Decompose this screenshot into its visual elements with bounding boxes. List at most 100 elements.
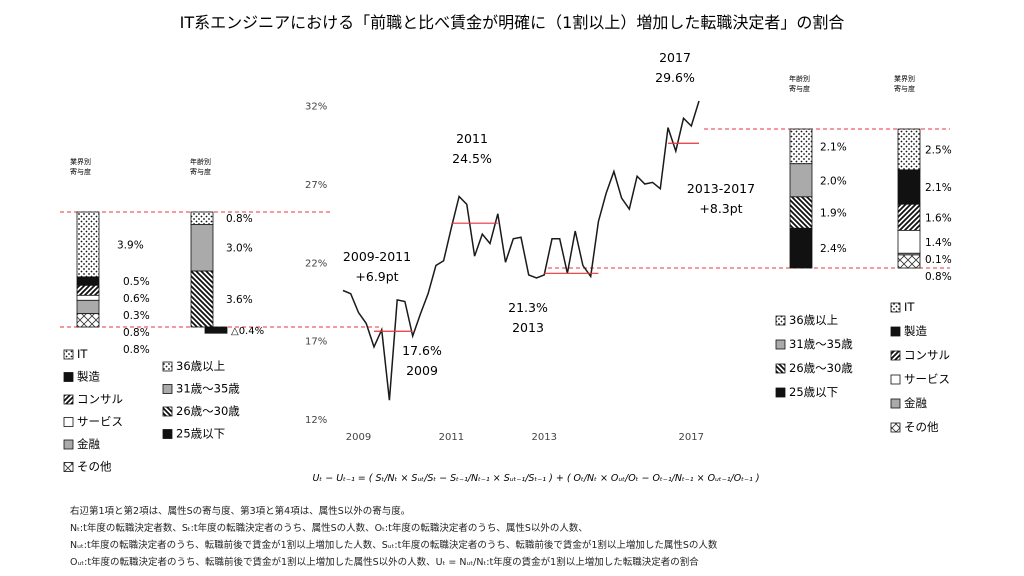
formula-box bbox=[352, 456, 720, 498]
legend-swatch bbox=[63, 394, 74, 405]
decomposition-segment bbox=[897, 169, 921, 205]
legend-label: 製造 bbox=[904, 324, 927, 338]
legend-label: 31歳～35歳 bbox=[176, 382, 240, 396]
legend-swatch bbox=[890, 302, 901, 313]
legend-swatch bbox=[890, 422, 901, 433]
annotation-a2011: 2011 bbox=[456, 131, 488, 146]
legend-swatch bbox=[63, 349, 74, 360]
legend-swatch bbox=[162, 361, 173, 372]
annotation-d1317: +8.3pt bbox=[699, 201, 742, 216]
decomposition-label: 0.8% bbox=[925, 271, 952, 283]
legend-swatch bbox=[63, 462, 74, 472]
legend-label: 25歳以下 bbox=[789, 385, 838, 399]
legend-label: 36歳以上 bbox=[176, 359, 225, 373]
y-tick-label: 17% bbox=[305, 337, 327, 348]
decomposition-label: 3.6% bbox=[226, 294, 253, 306]
legend-swatch bbox=[63, 439, 74, 450]
decomposition-segment bbox=[789, 227, 813, 269]
legend-label: 26歳～30歳 bbox=[789, 361, 853, 375]
x-tick-label: 2009 bbox=[346, 432, 371, 443]
decomposition-segment bbox=[789, 128, 813, 165]
decomposition-label: 2.1% bbox=[925, 182, 952, 194]
annotation-a2009: 17.6% bbox=[402, 343, 442, 358]
legend-label: コンサル bbox=[904, 348, 950, 362]
legend-swatch bbox=[63, 417, 74, 427]
decomposition-heading: 寄与度 bbox=[789, 84, 810, 93]
y-tick-label: 22% bbox=[305, 258, 327, 269]
legend-label: 26歳～30歳 bbox=[176, 404, 240, 418]
decomposition-segment bbox=[76, 294, 100, 301]
note-1: 右辺第1項と第2項は、属性Sの寄与度、第3項と第4項は、属性S以外の寄与度。 bbox=[70, 506, 411, 517]
decomposition-label: 0.5% bbox=[123, 276, 150, 288]
decomposition-heading: 業界別 bbox=[70, 157, 91, 166]
legend-label: 金融 bbox=[77, 437, 100, 451]
x-tick-label: 2011 bbox=[439, 432, 464, 443]
decomposition-label: 0.8% bbox=[123, 327, 150, 339]
decomposition-segment bbox=[897, 254, 921, 269]
y-tick-label: 32% bbox=[305, 102, 327, 113]
decomposition-label: 2.1% bbox=[820, 141, 847, 153]
legend-swatch bbox=[890, 326, 901, 337]
legend-label: 金融 bbox=[904, 396, 927, 410]
decomposition-segment bbox=[789, 196, 813, 229]
decomposition-segment bbox=[897, 203, 921, 231]
x-tick-label: 2013 bbox=[531, 432, 556, 443]
decomposition-heading: 寄与度 bbox=[70, 167, 91, 176]
legend-swatch bbox=[162, 406, 173, 417]
legend-swatch bbox=[162, 384, 173, 394]
decomposition-label: 2.4% bbox=[820, 243, 847, 255]
legend-swatch bbox=[775, 315, 786, 326]
decomposition-segment bbox=[76, 211, 100, 278]
chart-title: IT系エンジニアにおける「前職と比べ賃金が明確に（1割以上）増加した転職決定者」… bbox=[180, 13, 845, 32]
annotation-d0911: +6.9pt bbox=[355, 269, 398, 284]
y-tick-label: 27% bbox=[305, 180, 327, 191]
decomposition-segment bbox=[897, 229, 921, 254]
decomposition-label: 2.5% bbox=[925, 144, 952, 156]
decomposition-segment bbox=[190, 211, 214, 225]
legend-swatch bbox=[890, 398, 901, 409]
legend-label: 36歳以上 bbox=[789, 313, 838, 327]
decomposition-heading: 寄与度 bbox=[190, 167, 211, 176]
legend-label: 製造 bbox=[77, 370, 100, 384]
decomposition-label: 3.9% bbox=[117, 240, 144, 252]
decomposition-segment bbox=[76, 284, 100, 296]
decomposition-heading: 年齢別 bbox=[789, 74, 810, 83]
annotation-a2011: 24.5% bbox=[452, 151, 492, 166]
annotation-a2017: 2017 bbox=[659, 50, 691, 65]
decomposition-label: △0.4% bbox=[231, 326, 264, 337]
decomposition-segment-negative bbox=[204, 326, 228, 334]
decomposition-label: 1.9% bbox=[820, 208, 847, 220]
legend-swatch bbox=[890, 350, 901, 361]
legend-label: サービス bbox=[904, 372, 950, 386]
legend-label: その他 bbox=[77, 460, 112, 474]
annotation-a2013: 21.3% bbox=[508, 300, 548, 315]
decomposition-segment bbox=[76, 276, 100, 286]
legend-label: IT bbox=[77, 347, 88, 361]
legend-label: IT bbox=[904, 300, 915, 314]
decomposition-label: 0.8% bbox=[226, 213, 253, 225]
legend-label: 31歳～35歳 bbox=[789, 337, 853, 351]
x-tick-label: 2017 bbox=[679, 432, 704, 443]
legend-label: サービス bbox=[77, 415, 123, 429]
formula-text: Uₜ − Uₜ₋₁ = ( Sₜ/Nₜ × Sᵤₜ/Sₜ − Sₜ₋₁/Nₜ₋₁… bbox=[312, 473, 759, 484]
legend-label: コンサル bbox=[77, 392, 123, 406]
decomposition-segment bbox=[190, 270, 214, 328]
annotation-a2017: 29.6% bbox=[655, 70, 695, 85]
decomposition-segment bbox=[76, 313, 100, 328]
decomposition-label: 0.8% bbox=[123, 344, 150, 356]
note-4: Oᵤₜ:t年度の転職決定者のうち、転職前後で賃金が1割以上増加した属性S以外の人… bbox=[70, 557, 699, 568]
note-3: Nᵤₜ:t年度の転職決定者のうち、転職前後で賃金が1割以上増加した人数、Sᵤₜ:… bbox=[70, 540, 718, 551]
legend-label: その他 bbox=[904, 420, 939, 434]
decomposition-label: 0.1% bbox=[925, 254, 952, 266]
decomposition-heading: 寄与度 bbox=[894, 84, 915, 93]
decomposition-label: 0.3% bbox=[123, 310, 150, 322]
note-2: Nₜ:t年度の転職決定者数、Sₜ:t年度の転職決定者のうち、属性Sの人数、Oₜ:… bbox=[70, 523, 588, 534]
annotation-d0911: 2009-2011 bbox=[343, 249, 411, 264]
annotation-d1317: 2013-2017 bbox=[687, 181, 755, 196]
decomposition-segment bbox=[897, 128, 921, 171]
decomposition-heading: 年齢別 bbox=[190, 157, 211, 166]
legend-swatch bbox=[890, 374, 901, 385]
legend-label: 25歳以下 bbox=[176, 427, 225, 441]
series-line bbox=[342, 100, 700, 401]
